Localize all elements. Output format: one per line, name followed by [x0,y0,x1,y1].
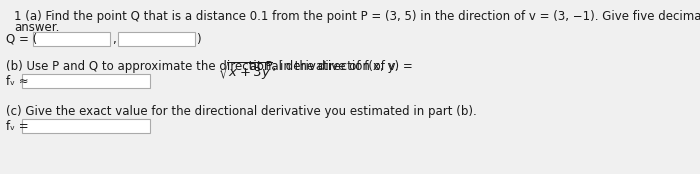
Text: (c) Give the exact value for the directional derivative you estimated in part (b: (c) Give the exact value for the directi… [6,105,477,118]
FancyBboxPatch shape [22,74,150,88]
Text: ,: , [112,33,116,46]
FancyBboxPatch shape [34,32,110,46]
Text: (b) Use P and Q to approximate the directional derivative of f(x, y) =: (b) Use P and Q to approximate the direc… [6,60,417,73]
Text: fᵥ ≈: fᵥ ≈ [6,75,29,88]
Text: fᵥ =: fᵥ = [6,120,29,133]
Text: ): ) [197,33,201,46]
FancyBboxPatch shape [118,32,195,46]
Text: Q = (: Q = ( [6,33,38,46]
Text: 1 (a) Find the point Q that is a distance 0.1 from the point P = (3, 5) in the d: 1 (a) Find the point Q that is a distanc… [14,10,700,23]
FancyBboxPatch shape [22,119,150,133]
Text: answer.: answer. [14,21,60,34]
Text: at P, in the direction of v.: at P, in the direction of v. [246,60,399,73]
Text: $\sqrt{x+3y}$: $\sqrt{x+3y}$ [218,60,272,82]
